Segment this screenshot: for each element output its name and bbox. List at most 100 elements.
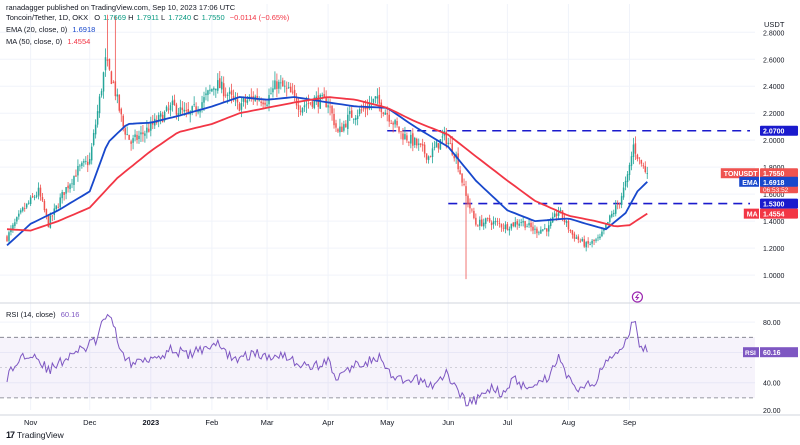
candle [138,130,140,144]
candle-body [392,122,394,125]
candle-body [644,166,647,173]
candle [87,154,89,173]
candle-body [567,220,570,230]
candle [222,76,225,104]
candle-body [538,232,540,234]
candle-body [335,123,337,128]
EMA-tag: 1.6918 [760,176,798,187]
candle [213,86,215,96]
candle-body [173,99,176,106]
ma-line [6,96,648,232]
candle-body [548,225,550,232]
candle-body [29,197,32,205]
candle [540,226,542,234]
candle [380,99,383,119]
ohlc-open-label: O [94,13,101,22]
ema-value: 1.6918 [72,25,96,34]
candle [22,206,24,213]
candle [449,136,451,145]
candle [351,106,353,118]
candle-body [41,197,44,201]
candle-body [354,117,357,120]
candle-body [609,215,611,222]
candle-body [280,82,282,84]
candle [195,102,197,117]
candle [471,208,473,213]
candle-body [167,108,170,110]
level-1.5300-tag-box [760,198,798,209]
candle-body [356,115,359,120]
candle-body [110,71,113,84]
candle-body [555,213,558,217]
candle [358,107,361,117]
candle-body [250,96,253,98]
candle [124,126,126,140]
candle-body [219,78,221,89]
rsi-tag-box [760,347,798,358]
candle-body [195,106,197,112]
candle [622,182,625,200]
candle-body [203,97,205,103]
ma-legend[interactable]: MA (50, close, 0) 1.4554 [6,37,90,47]
candle-body [278,81,280,89]
candle [291,83,294,95]
candle-body [630,156,633,166]
candle-body [108,58,111,70]
candle-body [382,112,385,114]
candle [250,88,253,102]
candle-body [81,162,83,166]
candle [421,138,424,152]
candle [92,129,95,147]
candle [412,128,414,152]
candle-body [528,222,530,226]
candle [266,100,268,108]
candle-body [120,108,123,115]
candle [274,71,276,90]
tradingview-brand[interactable]: 17 TradingView [6,430,64,440]
candle-body [27,202,30,204]
candle-body [57,206,59,208]
candle [236,92,239,110]
ma-value: 1.4554 [67,37,91,46]
tradingview-wordmark: TradingView [17,430,64,440]
candle-body [498,222,501,224]
candle [508,226,511,236]
candle [408,141,410,147]
candle [157,112,160,128]
candle [479,216,481,231]
candle [506,221,509,231]
candle-body [494,221,497,223]
ohlc-low: 1.7240 [168,13,192,22]
candle-body [510,223,513,229]
candle-body [372,98,375,103]
candle [51,214,54,222]
currency-label: USDT [764,20,785,29]
candle-body [102,72,105,92]
candle [57,203,59,209]
ohlc-high: 1.7911 [136,13,159,22]
candle-body [79,165,81,167]
change-value: −0.0114 (−0.65%) [229,13,290,22]
candle [553,210,556,218]
candle-body [215,88,217,91]
candle-body [345,123,347,127]
candle-body [597,237,599,239]
candle-body [191,106,193,114]
candle [228,87,231,102]
candle-body [549,221,552,227]
rsi-legend[interactable]: RSI (14, close) 60.16 [6,310,79,319]
candle-body [414,137,416,146]
candle-body [603,228,605,231]
candle [551,212,554,224]
candle-body [431,148,434,158]
candle-body [595,239,597,241]
candle-body [459,170,461,175]
time-tick-label: Sep [623,418,636,427]
ema-legend[interactable]: EMA (20, close, 0) 1.6918 [6,25,95,35]
event-marker[interactable] [631,291,644,303]
candle-body [599,236,601,239]
candle-body [87,161,89,166]
candle [140,125,142,142]
candle [410,130,412,149]
